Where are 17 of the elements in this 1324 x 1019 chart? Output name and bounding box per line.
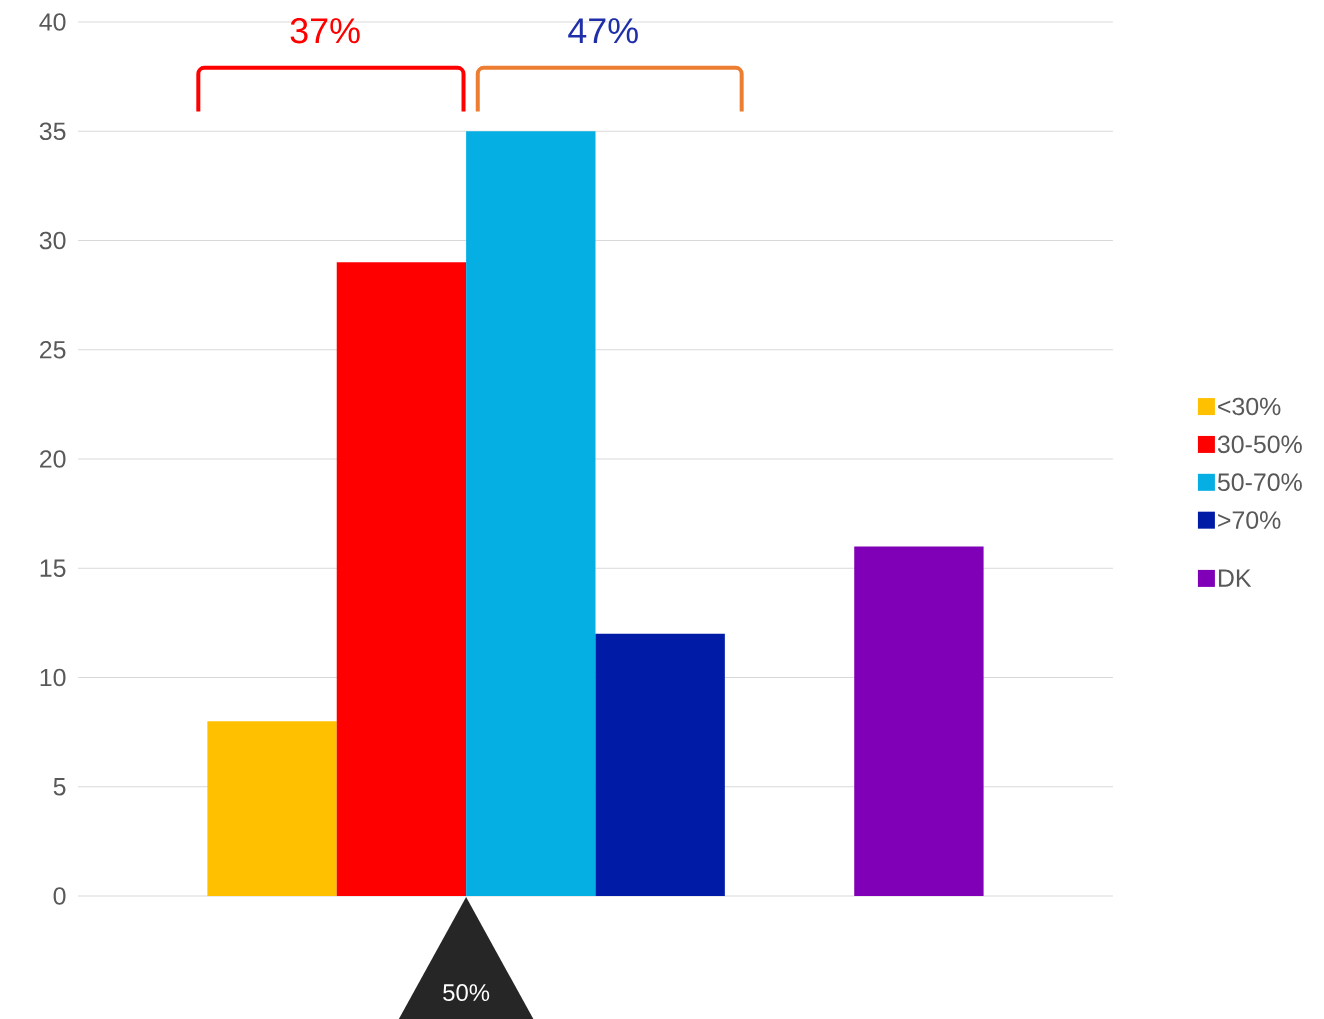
y-tick-label: 10 <box>40 668 66 687</box>
y-tick-label: 30 <box>39 231 66 250</box>
y-tick-label: 35 <box>39 122 66 141</box>
y-tick-label: 25 <box>40 340 66 359</box>
legend-label: <30% <box>1218 397 1281 416</box>
y-tick-label: 20 <box>40 450 66 468</box>
legend-label: >70% <box>1218 511 1281 529</box>
annotation: 47% <box>568 18 638 44</box>
text: 50% <box>443 984 490 1002</box>
legend-label: 30-50% <box>1217 435 1302 454</box>
legend-label: DK <box>1218 569 1252 587</box>
legend-label: 50-70% <box>1217 473 1302 492</box>
annotation: 37% <box>290 18 360 44</box>
y-tick-label: 5 <box>53 778 66 796</box>
y-tick-label: 15 <box>40 559 66 577</box>
y-tick-label: 40 <box>39 13 66 31</box>
y-tick-label: 0 <box>53 887 66 905</box>
